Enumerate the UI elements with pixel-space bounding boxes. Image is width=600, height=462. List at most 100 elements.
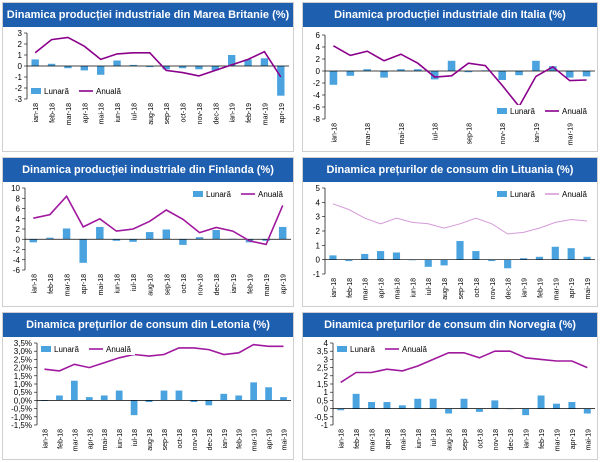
y-tick-label: 0,5% [14,388,32,397]
bar-lunara [488,259,496,262]
legend-box [39,343,135,355]
bar-lunara [447,60,456,71]
y-tick-label: 1,5 [317,380,329,389]
y-tick-label: 3 [18,29,23,38]
y-tick-label: 4 [316,43,321,52]
x-tick-label: ian-19 [231,274,238,294]
y-tick-label: 2 [316,55,321,64]
legend-label-anuala: Anuală [258,190,283,199]
bar-lunara [352,393,360,409]
y-tick-label: 3,5 [317,347,329,356]
x-tick-label: apr-19 [279,103,286,123]
legend-label-lunara: Lunară [350,345,375,354]
x-tick-label: dec-18 [207,429,214,451]
x-tick-label: mar-19 [252,429,259,451]
x-tick-label: ian-19 [222,429,229,449]
bar-lunara [250,382,258,401]
x-tick-label: iul-18 [132,429,139,446]
y-tick-label: -8 [313,115,321,124]
bar-lunara [537,395,545,409]
bar-lunara [583,408,591,414]
chart-title-latvia: Dinamica prețurilor de consum din Letoni… [3,313,293,337]
x-tick-label: apr-19 [281,274,288,294]
legend-label-anuala: Anuală [562,190,587,199]
x-tick-label: sep-18 [466,123,473,145]
bar-lunara [129,239,137,242]
y-tick-label: 1 [18,51,23,60]
x-tick-label: iun-18 [117,429,124,449]
legend-box [335,343,431,355]
bar-lunara [145,232,154,240]
bar-lunara [414,69,422,71]
x-tick-label: mar-18 [370,429,377,451]
chart-panel-finland: Dinamica producției industriale din Finl… [2,157,294,307]
y-tick-label: 4 [316,198,321,207]
y-tick-label: 2 [316,227,321,236]
legend-label-lunara: Lunară [54,345,79,354]
x-tick-label: iun-18 [114,274,121,294]
bar-lunara [262,239,270,241]
y-tick-label: 8 [16,194,21,203]
bar-lunara [430,71,439,80]
legend-box [495,105,591,117]
y-tick-label: 10 [11,184,20,193]
x-tick-label: mai-18 [99,103,106,125]
x-tick-label: iun-18 [115,103,122,123]
line-anuala [33,194,284,246]
x-tick-label: iun-18 [416,429,423,449]
bar-lunara [568,402,576,409]
x-tick-label: mai-19 [585,429,592,451]
y-tick-label: -6 [313,103,321,112]
bar-lunara [212,230,220,240]
x-tick-label: aug-18 [148,274,155,296]
x-tick-label: ian-18 [331,278,338,298]
bar-lunara [429,398,437,409]
bar-lunara [553,403,560,409]
y-tick-label: 6 [316,31,321,40]
y-tick-label: 0 [316,256,321,265]
bar-lunara [475,408,483,412]
bar-lunara [62,228,71,240]
bar-lunara [100,395,108,401]
x-tick-label: mai-19 [585,278,592,300]
x-tick-label: dec-18 [213,103,220,125]
bar-lunara [414,398,422,409]
x-tick-label: apr-18 [81,274,88,294]
x-tick-label: mai-18 [102,429,109,451]
x-tick-label: mai-18 [394,278,401,300]
x-tick-label: feb-18 [354,429,361,449]
bar-lunara [220,393,228,401]
x-tick-label: ian-18 [42,429,49,449]
x-tick-label: iul-18 [131,103,138,120]
bar-lunara [64,66,72,69]
x-tick-label: feb-18 [48,274,55,294]
x-tick-label: iul-18 [433,123,440,140]
y-tick-label: 1 [316,241,321,250]
x-tick-label: ian-19 [230,103,237,123]
bar-lunara [228,55,236,66]
x-tick-label: apr-19 [267,429,274,449]
bar-lunara [549,66,557,71]
chart-panel-lithuania: Dinamica prețurilor de consum din Lituan… [302,157,598,307]
x-tick-label: oct-18 [181,103,188,123]
legend-label-anuala: Anuală [402,345,427,354]
bar-lunara [115,390,123,401]
x-tick-label: aug-18 [147,429,154,451]
bar-lunara [130,400,138,416]
y-tick-label: 4 [16,215,21,224]
bar-lunara [368,402,375,409]
x-tick-label: ian-18 [331,123,338,143]
bar-lunara [472,251,480,260]
x-tick-label: oct-18 [477,429,484,449]
bar-lunara [47,63,56,66]
bar-lunara [162,66,170,70]
bar-lunara [345,259,353,262]
bar-lunara [178,66,187,69]
x-tick-label: mar-18 [365,123,372,145]
x-tick-label: ian-18 [339,429,346,449]
x-tick-label: mai-19 [282,429,289,451]
y-tick-label: -3 [15,95,23,104]
legend-label-anuala: Anuală [106,345,131,354]
chart-plot-norway: -1-0,500,511,522,533,54 ian-18 feb-18 mar-1… [314,339,595,451]
